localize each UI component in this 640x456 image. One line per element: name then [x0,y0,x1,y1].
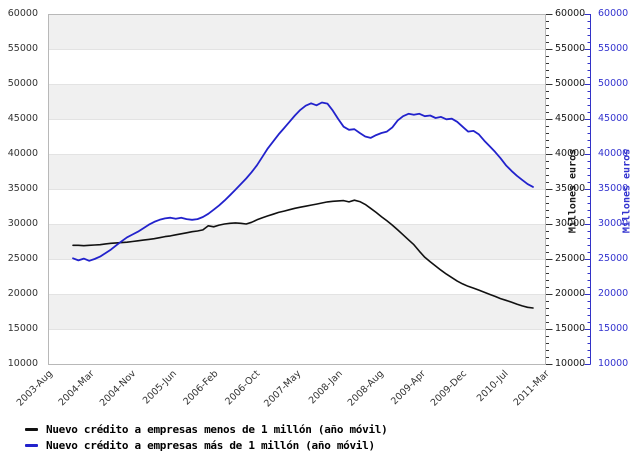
tick-label: 40000 [555,148,586,159]
legend-label-menos: Nuevo crédito a empresas menos de 1 mill… [46,422,388,436]
tick-label: 60000 [7,8,38,19]
tick-label: 30000 [555,218,586,229]
tick-label: 10000 [7,358,38,369]
band [48,189,545,224]
y-axis-right-primary-title: Millones euros [567,148,579,234]
tick-label: 45000 [555,113,586,124]
series-line-menos-1-millon [72,199,534,309]
band [48,14,545,49]
tick-label: 20000 [598,288,629,299]
tick-label: 35000 [7,183,38,194]
legend-label-mas: Nuevo crédito a empresas más de 1 millón… [46,438,375,452]
tick-label: 20000 [7,288,38,299]
tick-label: 45000 [598,113,629,124]
tick-label: 60000 [555,8,586,19]
tick-label: 40000 [598,148,629,159]
tick-label: 30000 [7,218,38,229]
band [48,119,545,154]
legend-item-mas: Nuevo crédito a empresas más de 1 millón… [25,437,387,453]
tick-label: 50000 [7,78,38,89]
tick-label: 50000 [598,78,629,89]
tick-label: 10000 [598,358,629,369]
y-axis-right-secondary-title: Millones euros [621,148,633,234]
series-line-mas-1-millon [72,101,534,262]
plot-border [48,14,546,365]
legend: Nuevo crédito a empresas menos de 1 mill… [25,421,388,453]
tick-label: 55000 [555,43,586,54]
tick-label: 30000 [598,218,629,229]
tick-label: 55000 [7,43,38,54]
tick-label: 55000 [598,43,629,54]
tick-label: 35000 [555,183,586,194]
tick-label: 60000 [598,8,629,19]
tick-label: 35000 [598,183,629,194]
band [48,329,545,364]
tick-label: 40000 [7,148,38,159]
tick-label: 15000 [598,323,629,334]
tick-label: 50000 [555,78,586,89]
tick-label: 25000 [598,253,629,264]
legend-swatch-black-line [25,427,38,431]
band [48,49,545,84]
band [48,259,545,294]
band [48,154,545,189]
tick-label: 25000 [7,253,38,264]
tick-label: 25000 [555,253,586,264]
tick-label: 10000 [555,358,586,369]
legend-item-menos: Nuevo crédito a empresas menos de 1 mill… [25,421,388,437]
tick-label: 45000 [7,113,38,124]
legend-swatch-blue-line [25,443,38,447]
tick-label: 20000 [555,288,586,299]
tick-label: 15000 [555,323,586,334]
tick-label: 15000 [7,323,38,334]
band [48,294,545,329]
